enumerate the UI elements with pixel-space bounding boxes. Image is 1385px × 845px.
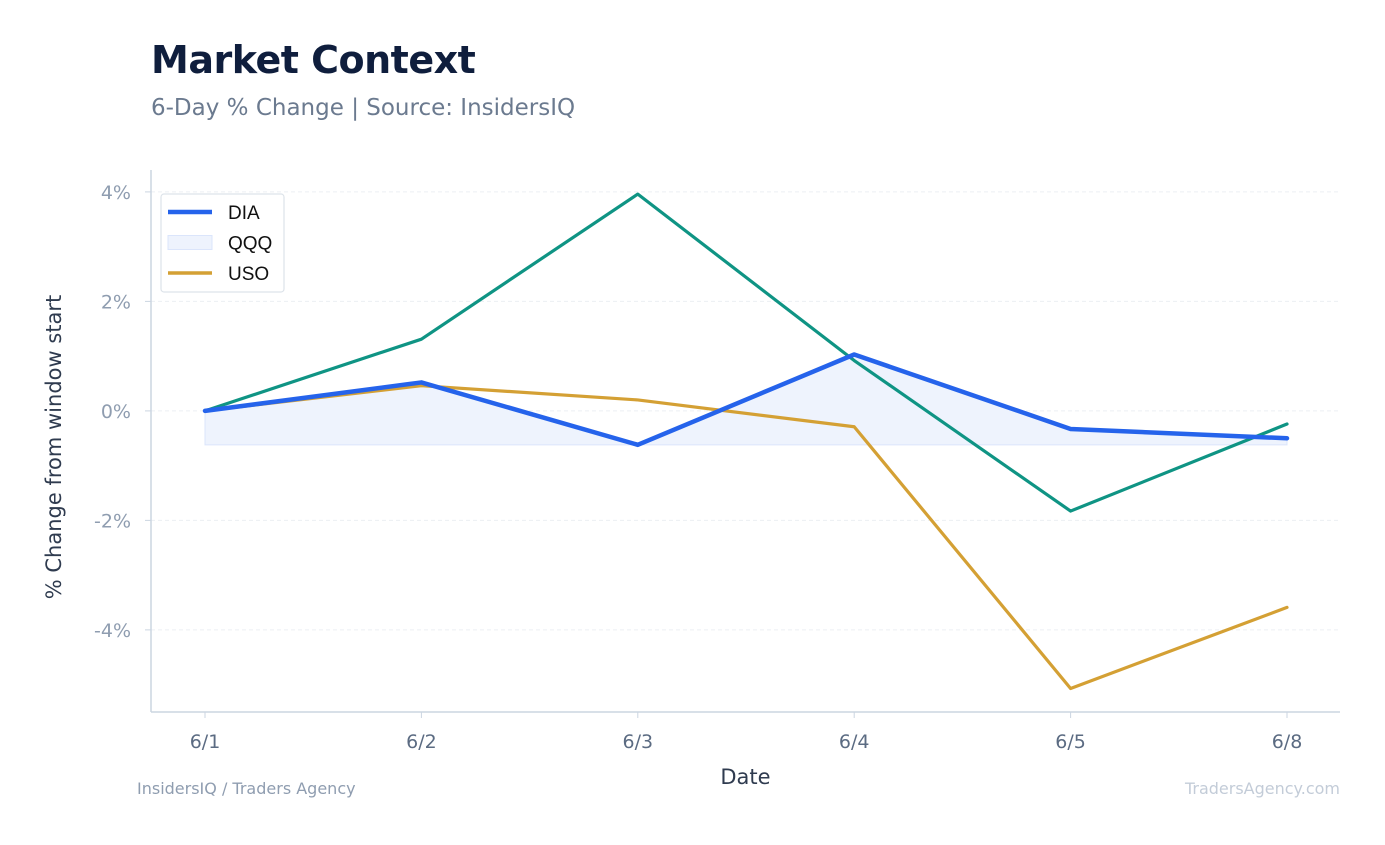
footer-credit: InsidersIQ / Traders Agency	[137, 779, 356, 798]
y-tick-label: 4%	[101, 182, 131, 204]
x-tick-label: 6/5	[1055, 731, 1086, 753]
footer-website: TradersAgency.com	[1184, 779, 1340, 798]
axes	[145, 170, 1340, 718]
chart-title: Market Context	[151, 38, 476, 82]
x-tick-label: 6/3	[623, 731, 654, 753]
legend: DIA QQQ USO	[160, 193, 285, 293]
series-line-dia	[202, 352, 1290, 448]
y-axis-title: % Change from window start	[42, 295, 66, 600]
legend-box	[160, 193, 285, 293]
x-tick-label: 6/1	[190, 731, 221, 753]
y-tick-label: -4%	[94, 620, 131, 642]
x-tick-label: 6/4	[839, 731, 870, 753]
legend-label-uso: USO	[228, 264, 269, 285]
y-tick-label: 0%	[101, 401, 131, 423]
grid-lines	[151, 191, 1340, 631]
series-line-uso	[203, 384, 1289, 691]
chart-subtitle: 6-Day % Change | Source: InsidersIQ	[151, 95, 576, 121]
y-tick-label: -2%	[94, 510, 131, 532]
legend-label-dia: DIA	[228, 203, 260, 224]
x-axis-title: Date	[720, 765, 770, 789]
legend-label-qqq: QQQ	[228, 234, 272, 255]
series-line-qqq	[203, 192, 1289, 513]
x-tick-label: 6/8	[1272, 731, 1303, 753]
y-tick-label: 2%	[101, 291, 131, 313]
series-lines	[202, 192, 1290, 691]
legend-swatch-qqq	[167, 235, 213, 250]
axis-labels: 4% 2% 0% -2% -4% 6/1 6/2 6/3 6/4 6/5 6/8 Date % Chan…	[42, 182, 1302, 789]
x-tick-label: 6/2	[406, 731, 437, 753]
